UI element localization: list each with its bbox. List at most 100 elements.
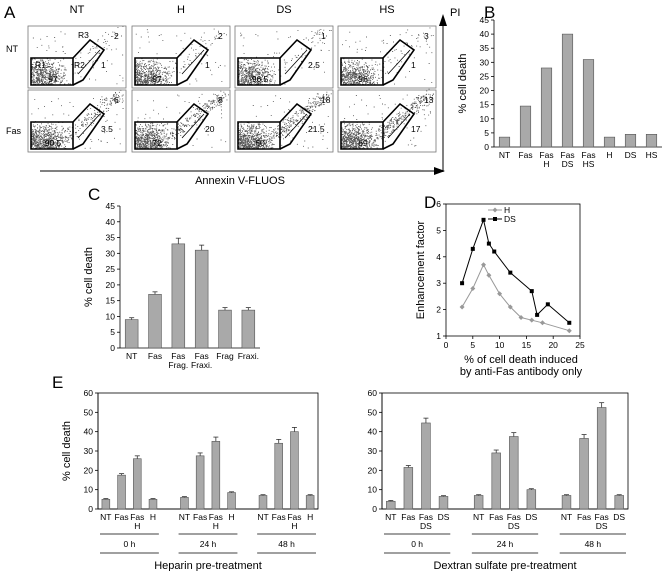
bar: [561, 495, 572, 510]
bar: [133, 458, 142, 510]
flow-scatter-dots: [31, 25, 124, 86]
value-r3: 13: [424, 95, 434, 105]
x-tick-label: Fas: [114, 512, 128, 522]
y-tick-label: 50: [368, 407, 378, 417]
y-tick-label: 20: [106, 280, 116, 290]
x-tick-label: Fas: [272, 512, 286, 522]
gate-r2: [382, 102, 416, 150]
x-tick-label: DS: [625, 150, 637, 160]
flow-plot-0-0: 97 1 2 R1 R2 R3: [27, 25, 127, 89]
bar: [218, 309, 232, 349]
group-label: 48 h: [585, 539, 602, 549]
x-tick-label: Fas: [489, 512, 503, 522]
bar: [645, 134, 658, 148]
x-tick-label: NT: [561, 512, 572, 522]
plot-frame: [381, 392, 629, 510]
series-point-H: [507, 304, 513, 310]
legend-marker-H: [492, 207, 498, 213]
panel-d-chart: 1 2 3 4 5 6 0 5 10 15 20 25 Enhancement factor % of c…: [415, 199, 585, 378]
x-tick-label: Fas: [581, 150, 595, 160]
value-r2: 3.5: [101, 124, 113, 134]
y-tick-label: 30: [480, 57, 490, 67]
col-label-2: DS: [276, 4, 291, 16]
y-tick-label: 35: [480, 43, 490, 53]
bar: [148, 499, 158, 510]
series-point-DS: [545, 302, 550, 307]
flow-plot-frame: [131, 89, 231, 153]
gate-r2-line: [77, 49, 101, 75]
x-tick-label: Frag.: [168, 360, 188, 370]
value-r3: 2: [114, 31, 119, 41]
x-tick-label: H: [543, 159, 549, 169]
bar: [148, 294, 162, 349]
bar: [227, 492, 236, 510]
flow-plot-1-0: 90.5 3.5 6: [27, 89, 127, 153]
x-tick-label: DS: [613, 512, 625, 522]
value-r1: 60: [255, 138, 265, 148]
x-tick-label: DS: [562, 159, 574, 169]
y-tick-label: 10: [368, 485, 378, 495]
value-r3: 6: [114, 95, 119, 105]
x-tick-label: Frag: [216, 351, 234, 361]
bar: [290, 431, 299, 510]
series-line-H: [461, 263, 570, 332]
x-tick-label: Fas: [595, 512, 609, 522]
series-point-DS: [460, 281, 465, 286]
legend-label-DS: DS: [504, 214, 516, 224]
y-axis-label: Enhancement factor: [415, 220, 427, 319]
gate-r2: [176, 38, 210, 86]
bar: [101, 499, 111, 510]
bar: [258, 495, 268, 510]
plot-frame: [445, 203, 581, 337]
value-r1: 72: [152, 138, 162, 148]
series-point-H: [486, 272, 492, 278]
bar: [194, 249, 209, 349]
x-tick-label: H: [307, 512, 313, 522]
flow-plot-0-2: 96.5 2.5 1: [234, 25, 334, 89]
x-tick-label: DS: [438, 512, 450, 522]
series-point-H: [470, 285, 476, 291]
x-axis-label: by anti-Fas antibody only: [460, 366, 583, 378]
y-tick-label: 40: [106, 217, 116, 227]
bar: [519, 105, 532, 148]
bar: [540, 67, 553, 148]
col-label-3: HS: [379, 4, 394, 16]
gate-r2-line: [181, 49, 205, 75]
series-point-H: [481, 262, 487, 268]
col-label-0: NT: [70, 4, 85, 16]
bar: [526, 489, 537, 510]
plot-frame: [97, 392, 319, 510]
x-tick-label: Fas: [401, 512, 415, 522]
y-tick-label: 20: [84, 465, 94, 475]
series-point-DS: [567, 320, 572, 325]
x-tick-label: Fas: [287, 512, 301, 522]
x-tick-label: H: [150, 512, 156, 522]
gate-r2-line: [284, 49, 308, 75]
flow-plot-frame: [337, 25, 437, 89]
y-tick-label: 0: [372, 504, 377, 514]
y-tick-label: 5: [110, 327, 115, 337]
y-tick-label: 35: [106, 233, 116, 243]
value-r1: 69: [358, 138, 368, 148]
y-tick-label: 4: [436, 252, 441, 262]
bar: [403, 467, 414, 510]
value-r2: 1: [411, 60, 416, 70]
col-label-1: H: [177, 4, 185, 16]
x-tick-label: 25: [575, 340, 585, 350]
x-tick-label: Fas: [130, 512, 144, 522]
gate-r2: [279, 38, 313, 86]
region-label-r1: R1: [35, 60, 46, 70]
pi-axis-label: PI: [450, 7, 460, 19]
bar: [473, 495, 484, 510]
bar: [603, 136, 616, 148]
flow-scatter-dots: [31, 89, 124, 150]
x-tick-label: 20: [548, 340, 558, 350]
value-r3: 1: [321, 31, 326, 41]
group-label: 0 h: [124, 539, 136, 549]
y-tick-label: 5: [484, 128, 489, 138]
annexin-axis-arrowhead: [434, 167, 445, 175]
bar: [117, 474, 126, 510]
flow-plot-1-1: 72 20 8: [131, 89, 231, 153]
y-tick-label: 6: [436, 199, 441, 209]
x-tick-label: Fraxi.: [238, 351, 259, 361]
